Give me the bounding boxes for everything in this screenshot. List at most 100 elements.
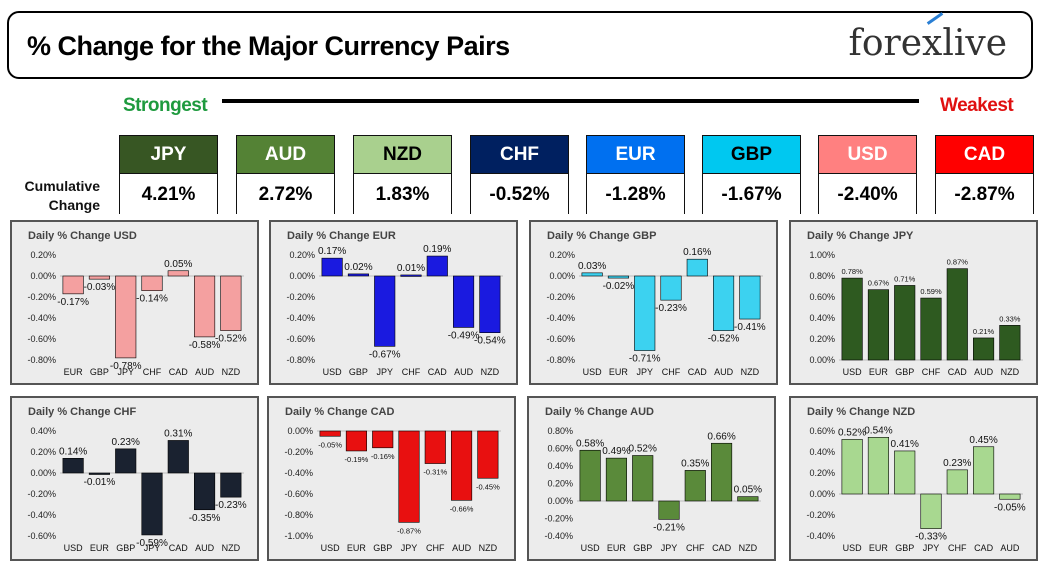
bar-chf: [400, 274, 422, 277]
y-tick-label: 0.80%: [809, 271, 835, 281]
x-category-label: AUD: [195, 367, 215, 377]
y-tick-label: 0.00%: [30, 468, 56, 478]
data-label: -0.71%: [629, 354, 661, 365]
y-tick-label: -0.40%: [546, 313, 575, 323]
y-tick-label: 0.00%: [289, 271, 315, 281]
x-category-label: EUR: [869, 367, 889, 377]
x-category-label: AUD: [714, 367, 734, 377]
data-label: 0.02%: [344, 262, 372, 273]
bar-aud: [451, 430, 473, 501]
y-tick-label: -0.40%: [27, 510, 56, 520]
data-label: 0.01%: [397, 263, 425, 274]
y-tick-label: 0.40%: [30, 426, 56, 436]
data-label: -0.52%: [708, 334, 740, 345]
y-tick-label: 0.20%: [30, 250, 56, 260]
y-tick-label: 0.40%: [809, 447, 835, 457]
data-label: 0.14%: [59, 446, 87, 457]
cumulative-change-label: Cumulative Change: [24, 178, 100, 213]
x-category-label: GBP: [373, 543, 392, 553]
x-category-label: AUD: [1000, 543, 1020, 553]
x-category-label: GBP: [895, 367, 914, 377]
currency-box-cad: CAD -2.87%: [935, 135, 1034, 215]
bar-eur: [88, 472, 110, 475]
currency-box-nzd: NZD 1.83%: [353, 135, 452, 215]
y-tick-label: 1.00%: [809, 250, 835, 260]
data-label: 0.17%: [318, 246, 346, 257]
chart-gbp: Daily % Change GBP 0.20% 0.00% -0.20% -0.40%…: [529, 220, 778, 385]
data-label: 0.52%: [838, 427, 866, 438]
bar-jpy: [658, 500, 680, 520]
currency-cumulative-value: -2.87%: [936, 174, 1033, 215]
y-tick-label: -0.60%: [27, 531, 56, 541]
y-tick-label: -0.40%: [284, 468, 313, 478]
bar-gbp: [347, 273, 369, 277]
chart-title: Daily % Change USD: [28, 230, 137, 242]
x-category-label: CHF: [426, 543, 445, 553]
currency-box-aud: AUD 2.72%: [236, 135, 335, 215]
currency-cumulative-value: 4.21%: [120, 174, 217, 215]
y-tick-label: -0.60%: [286, 334, 315, 344]
bar-eur: [345, 430, 367, 452]
data-label: -0.19%: [345, 455, 369, 464]
data-label: -0.54%: [474, 336, 506, 347]
data-label: -0.67%: [369, 349, 401, 360]
bar-usd: [319, 430, 341, 437]
bar-aud: [453, 275, 475, 328]
y-tick-label: -1.00%: [284, 531, 313, 541]
title-banner: % Change for the Major Currency Pairs fo…: [7, 11, 1033, 79]
currency-code: NZD: [354, 136, 451, 174]
bar-usd: [579, 449, 601, 502]
chart-chf: Daily % Change CHF 0.40% 0.20% 0.00% -0.20% -…: [10, 396, 259, 561]
x-category-label: CHF: [402, 367, 421, 377]
data-label: -0.78%: [110, 361, 142, 372]
bar-chf: [424, 430, 446, 464]
y-tick-label: 0.20%: [809, 468, 835, 478]
currency-box-usd: USD -2.40%: [818, 135, 917, 215]
data-label: -0.31%: [423, 468, 447, 477]
data-label: -0.17%: [57, 297, 89, 308]
data-label: 0.16%: [683, 247, 711, 258]
bar-eur: [62, 275, 84, 295]
y-tick-label: 0.00%: [809, 489, 835, 499]
x-category-label: CAD: [688, 367, 708, 377]
bar-eur: [867, 436, 889, 495]
bar-usd: [841, 439, 863, 495]
x-category-label: AUD: [195, 543, 215, 553]
bar-nzd: [220, 472, 242, 498]
data-label: 0.67%: [868, 279, 890, 288]
x-category-label: USD: [321, 543, 341, 553]
y-tick-label: -0.20%: [27, 292, 56, 302]
bar-eur: [605, 457, 627, 502]
x-category-label: EUR: [609, 367, 629, 377]
data-label: -0.23%: [215, 500, 247, 511]
x-category-label: CHF: [686, 543, 705, 553]
y-tick-label: -0.80%: [546, 355, 575, 365]
y-tick-label: 0.00%: [547, 496, 573, 506]
data-label: -0.45%: [476, 482, 500, 491]
data-label: -0.03%: [84, 282, 116, 293]
x-category-label: NZD: [1001, 367, 1020, 377]
x-category-label: JPY: [923, 543, 940, 553]
chart-title: Daily % Change CAD: [285, 406, 394, 418]
bar-jpy: [115, 275, 137, 359]
chart-title: Daily % Change EUR: [287, 230, 396, 242]
x-category-label: GBP: [90, 367, 109, 377]
currency-code: CHF: [471, 136, 568, 174]
data-label: -0.14%: [136, 294, 168, 305]
bar-nzd: [220, 275, 242, 331]
weakest-label: Weakest: [940, 95, 1014, 116]
bar-cad: [686, 258, 708, 277]
x-category-label: JPY: [401, 543, 418, 553]
y-tick-label: -0.20%: [544, 514, 573, 524]
chart-title: Daily % Change CHF: [28, 406, 136, 418]
x-category-label: USD: [583, 367, 603, 377]
data-label: -0.02%: [603, 281, 635, 292]
data-label: 0.03%: [578, 261, 606, 272]
bar-gbp: [894, 285, 916, 361]
bar-chf: [660, 275, 682, 301]
x-category-label: JPY: [636, 367, 653, 377]
chart-title: Daily % Change GBP: [547, 230, 656, 242]
y-tick-label: -0.80%: [284, 510, 313, 520]
x-category-label: CHF: [662, 367, 681, 377]
bar-jpy: [398, 430, 420, 523]
